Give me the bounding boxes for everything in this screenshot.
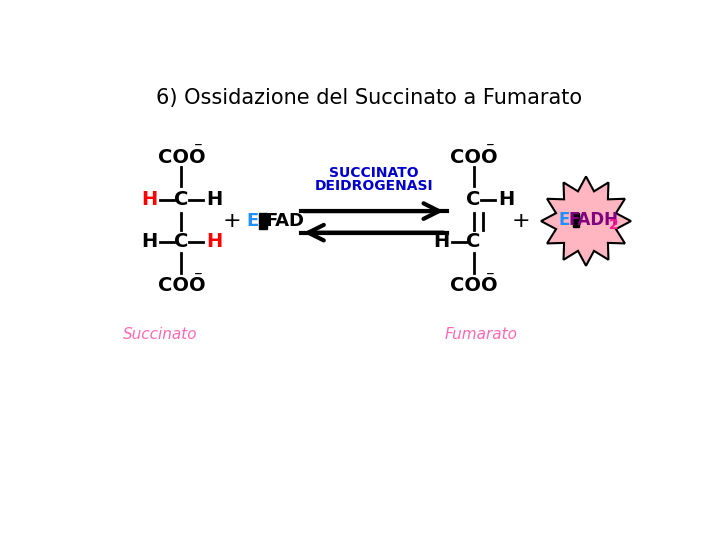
Text: H: H (433, 232, 449, 252)
Text: 2: 2 (609, 218, 618, 232)
Text: C: C (467, 232, 481, 252)
Text: Fumarato: Fumarato (445, 327, 518, 342)
Text: H: H (206, 190, 222, 209)
Text: ⁻: ⁻ (486, 267, 495, 286)
Text: Succinato: Succinato (122, 327, 197, 342)
Text: ⁻: ⁻ (194, 139, 203, 157)
Text: H: H (141, 232, 157, 252)
Text: ⁻: ⁻ (486, 139, 495, 157)
Text: +: + (222, 211, 241, 231)
FancyBboxPatch shape (259, 213, 266, 229)
Text: +: + (512, 211, 530, 231)
Text: H: H (206, 232, 222, 252)
Text: C: C (174, 232, 189, 252)
Text: COO: COO (450, 148, 498, 167)
Text: DEIDROGENASI: DEIDROGENASI (315, 179, 433, 193)
Polygon shape (541, 177, 631, 266)
Text: COO: COO (158, 148, 205, 167)
Text: SUCCINATO: SUCCINATO (329, 166, 418, 180)
Text: FADH: FADH (569, 211, 618, 228)
Text: E: E (247, 212, 259, 230)
FancyBboxPatch shape (573, 213, 579, 227)
Text: FAD: FAD (266, 212, 305, 230)
Text: H: H (141, 190, 157, 209)
Text: COO: COO (450, 276, 498, 295)
Text: 6) Ossidazione del Succinato a Fumarato: 6) Ossidazione del Succinato a Fumarato (156, 88, 582, 108)
Text: H: H (498, 190, 514, 209)
Text: ⁻: ⁻ (194, 267, 203, 286)
Text: C: C (174, 190, 189, 209)
Text: COO: COO (158, 276, 205, 295)
Text: C: C (467, 190, 481, 209)
Text: E: E (559, 211, 570, 228)
